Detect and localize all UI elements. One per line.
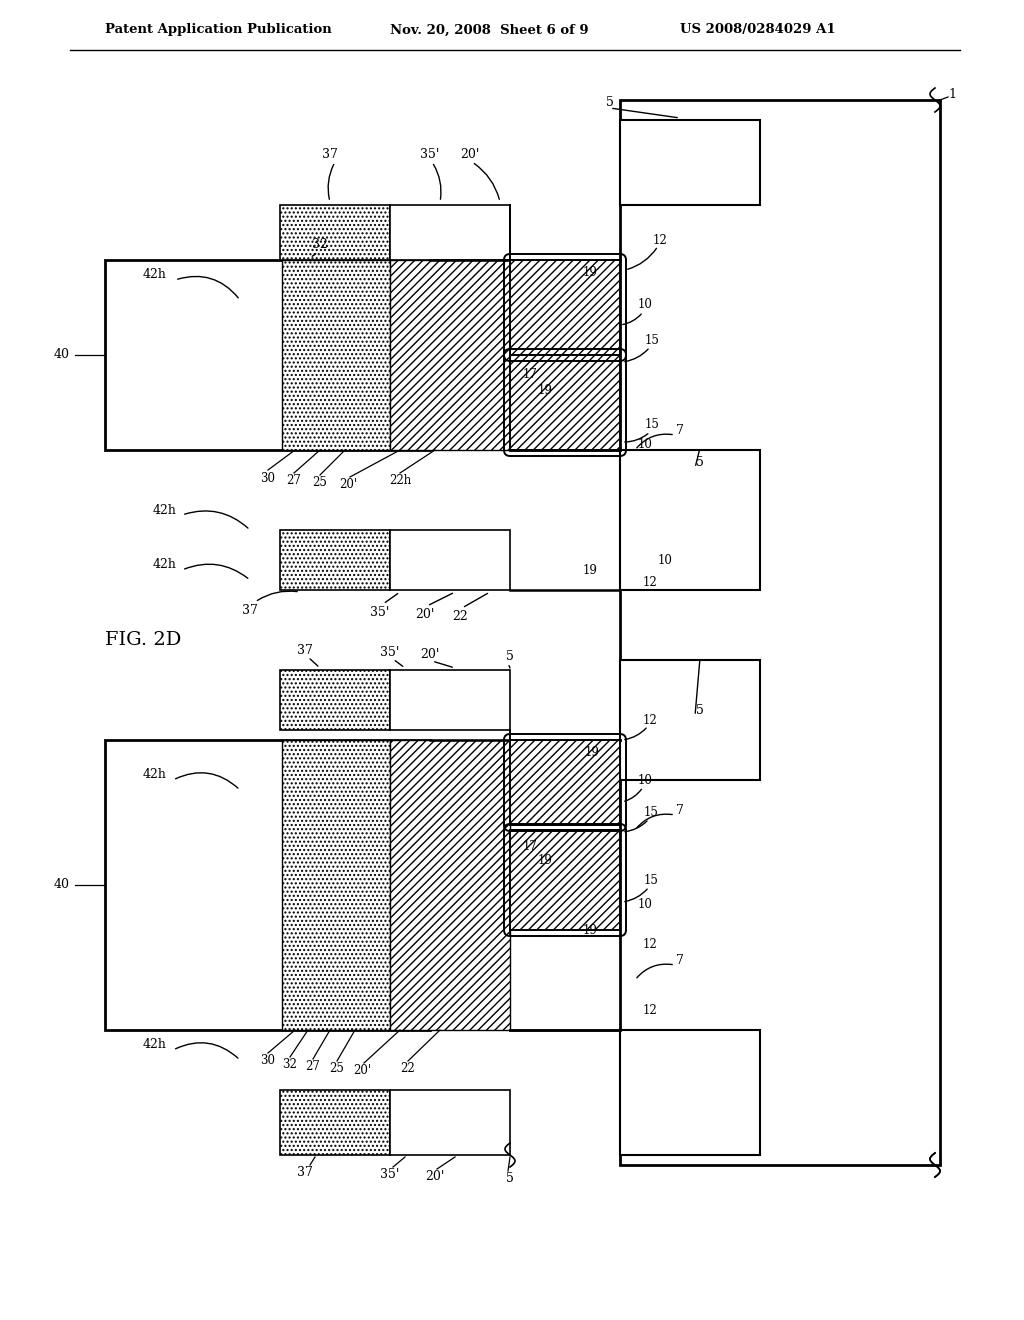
- Text: 20': 20': [461, 149, 479, 161]
- Text: 40: 40: [54, 348, 70, 362]
- Text: 37: 37: [297, 1166, 313, 1179]
- Bar: [282, 260, 390, 450]
- Text: 42h: 42h: [143, 1039, 167, 1052]
- Text: 22: 22: [400, 1061, 416, 1074]
- Bar: [282, 741, 390, 1030]
- Bar: [510, 741, 620, 825]
- Text: 32: 32: [312, 239, 328, 252]
- Text: 25: 25: [330, 1061, 344, 1074]
- Text: 42h: 42h: [153, 503, 177, 516]
- Bar: [280, 531, 390, 590]
- Text: 22h: 22h: [389, 474, 411, 487]
- Text: 12: 12: [652, 234, 668, 247]
- Bar: [510, 260, 620, 355]
- Text: 7: 7: [676, 804, 684, 817]
- Bar: [105, 260, 430, 450]
- Text: 30: 30: [260, 471, 275, 484]
- Text: 19: 19: [538, 384, 552, 396]
- Bar: [620, 450, 760, 590]
- Text: 10: 10: [638, 298, 652, 312]
- Text: 15: 15: [643, 805, 658, 818]
- Text: 19: 19: [583, 924, 597, 936]
- Text: 20': 20': [339, 478, 357, 491]
- Text: 27: 27: [305, 1060, 321, 1072]
- Text: 7: 7: [676, 953, 684, 966]
- Text: 19: 19: [538, 854, 552, 866]
- Text: 20': 20': [425, 1170, 444, 1183]
- Text: 1: 1: [948, 88, 956, 102]
- Bar: [390, 205, 510, 260]
- Bar: [390, 671, 510, 730]
- Text: Nov. 20, 2008  Sheet 6 of 9: Nov. 20, 2008 Sheet 6 of 9: [390, 24, 589, 37]
- Text: 19: 19: [583, 265, 597, 279]
- Bar: [620, 660, 760, 780]
- Text: 5: 5: [696, 455, 703, 469]
- Text: 20': 20': [353, 1064, 371, 1077]
- Text: 35': 35': [420, 149, 439, 161]
- Text: 22: 22: [453, 610, 468, 623]
- Text: 5: 5: [506, 1172, 514, 1184]
- Text: 35': 35': [380, 1167, 399, 1180]
- Text: 20': 20': [420, 648, 439, 660]
- Text: 12: 12: [643, 1003, 657, 1016]
- Bar: [390, 1090, 510, 1155]
- Bar: [105, 741, 430, 1030]
- Text: 32: 32: [283, 1057, 297, 1071]
- Text: 27: 27: [287, 474, 301, 487]
- Text: 12: 12: [643, 939, 657, 952]
- Text: 7: 7: [676, 424, 684, 437]
- Text: 25: 25: [312, 475, 328, 488]
- Text: 20': 20': [416, 607, 434, 620]
- Text: 12: 12: [643, 714, 657, 726]
- Text: 10: 10: [638, 899, 652, 912]
- Bar: [280, 1090, 390, 1155]
- Text: FIG. 2D: FIG. 2D: [105, 631, 181, 649]
- Bar: [390, 260, 510, 450]
- Text: 5: 5: [606, 95, 614, 108]
- Text: 35': 35': [371, 606, 390, 619]
- Bar: [390, 741, 510, 1030]
- Text: 5: 5: [696, 704, 703, 717]
- Text: 40: 40: [54, 879, 70, 891]
- Text: 19: 19: [585, 746, 599, 759]
- Text: 42h: 42h: [143, 768, 167, 781]
- Text: 15: 15: [643, 874, 658, 887]
- Text: 12: 12: [643, 576, 657, 589]
- Text: 37: 37: [297, 644, 313, 656]
- Bar: [280, 205, 390, 260]
- Bar: [280, 671, 390, 730]
- Text: 17: 17: [522, 841, 538, 854]
- Text: 35': 35': [380, 645, 399, 659]
- Bar: [390, 531, 510, 590]
- Text: Patent Application Publication: Patent Application Publication: [105, 24, 332, 37]
- Text: 15: 15: [644, 334, 659, 346]
- Bar: [510, 355, 620, 450]
- Text: 37: 37: [323, 149, 338, 161]
- Text: 42h: 42h: [143, 268, 167, 281]
- Text: US 2008/0284029 A1: US 2008/0284029 A1: [680, 24, 836, 37]
- Text: 10: 10: [638, 438, 652, 451]
- Bar: [620, 1030, 760, 1155]
- Text: 5: 5: [506, 649, 514, 663]
- Text: 10: 10: [638, 774, 652, 787]
- Text: 19: 19: [583, 564, 597, 577]
- Bar: [620, 100, 940, 1166]
- Text: 42h: 42h: [153, 558, 177, 572]
- Text: 30: 30: [260, 1053, 275, 1067]
- Text: 17: 17: [522, 368, 538, 381]
- Text: 37: 37: [242, 603, 258, 616]
- Text: 10: 10: [657, 553, 673, 566]
- Bar: [510, 830, 620, 931]
- Bar: [620, 120, 760, 205]
- Text: 15: 15: [644, 418, 659, 432]
